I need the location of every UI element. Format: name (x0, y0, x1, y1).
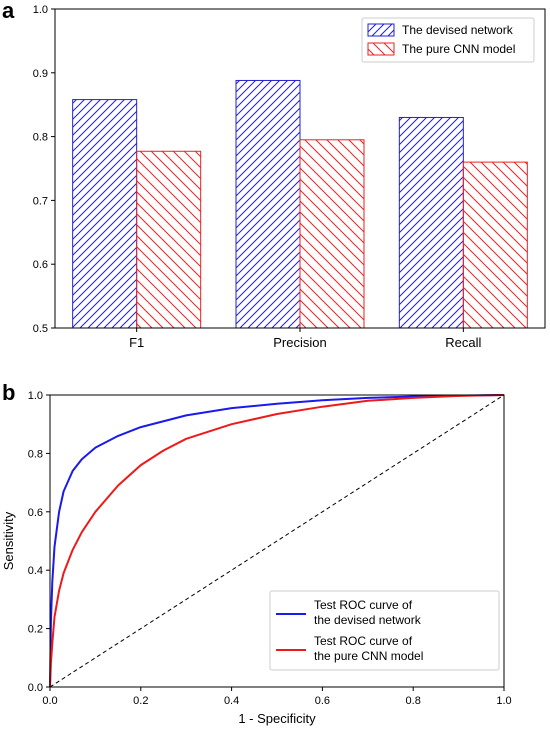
roc-y-tick-label: 0.6 (28, 507, 43, 519)
roc-y-tick-label: 0.8 (28, 448, 43, 460)
legend-label-pure-cnn-line2: the pure CNN model (314, 649, 423, 663)
bar-x-tick-label: Recall (445, 335, 481, 350)
bar-precision-devised (235, 79, 301, 329)
legend-label-pure-cnn-line1: Test ROC curve of (314, 634, 413, 648)
roc-y-tick-label: 1.0 (28, 390, 43, 402)
roc-x-axis-label: 1 - Specificity (238, 711, 316, 726)
panel-b-letter: b (2, 380, 15, 405)
bar-chart-panel: 0.5 0.6 0.7 0.8 0.9 1.0 F1 Precision Recall The… (33, 4, 546, 350)
roc-x-tick-label: 0.6 (315, 695, 330, 707)
legend-swatch-devised (367, 23, 395, 37)
roc-y-tick-label: 0.2 (28, 624, 43, 636)
bar-legend-box (361, 17, 535, 63)
roc-y-axis-label: Sensitivity (1, 511, 16, 570)
bar-y-tick-label: 0.8 (33, 132, 48, 144)
roc-y-tick-label: 0.4 (28, 565, 43, 577)
bar-legend: The devised network The pure CNN model (361, 17, 535, 63)
roc-x-tick-label: 1.0 (496, 695, 511, 707)
legend-swatch-pure-cnn (367, 42, 395, 56)
bar-f1-pure-cnn (136, 150, 202, 329)
roc-plot-frame (49, 394, 505, 688)
roc-x-tick-label: 0.8 (406, 695, 421, 707)
legend-label-devised-line1: Test ROC curve of (314, 598, 413, 612)
roc-y-tick-label: 0.0 (28, 682, 43, 694)
bar-y-tick-label: 0.5 (33, 323, 48, 335)
panel-a-letter: a (2, 0, 15, 23)
bar-recall-devised (398, 116, 464, 329)
bar-y-tick-label: 0.7 (33, 195, 48, 207)
roc-x-tick-label: 0.2 (133, 695, 148, 707)
chance-diagonal-line (49, 394, 505, 688)
roc-legend: Test ROC curve of the devised network Te… (269, 590, 500, 671)
bar-y-tick-label: 0.9 (33, 68, 48, 80)
roc-chart-panel: 0.0 0.2 0.4 0.6 0.8 1.0 0.0 0.2 0.4 0.6 0.8 1.0 1 … (1, 390, 512, 726)
bar-recall-pure-cnn (462, 161, 528, 329)
bar-x-tick-label: F1 (129, 335, 144, 350)
bar-f1-devised (72, 99, 138, 329)
legend-label-devised: The devised network (402, 23, 514, 37)
roc-x-tick-label: 0.0 (42, 695, 57, 707)
bar-y-tick-label: 1.0 (33, 4, 48, 16)
bar-y-tick-label: 0.6 (33, 259, 48, 271)
legend-label-pure-cnn: The pure CNN model (402, 42, 515, 56)
bar-precision-pure-cnn (299, 139, 365, 329)
roc-legend-box (269, 590, 500, 671)
legend-label-devised-line2: the devised network (314, 613, 422, 627)
roc-x-tick-label: 0.4 (224, 695, 239, 707)
bar-x-tick-label: Precision (273, 335, 326, 350)
roc-curve-devised (49, 394, 505, 688)
roc-curve-pure-cnn (49, 394, 505, 688)
